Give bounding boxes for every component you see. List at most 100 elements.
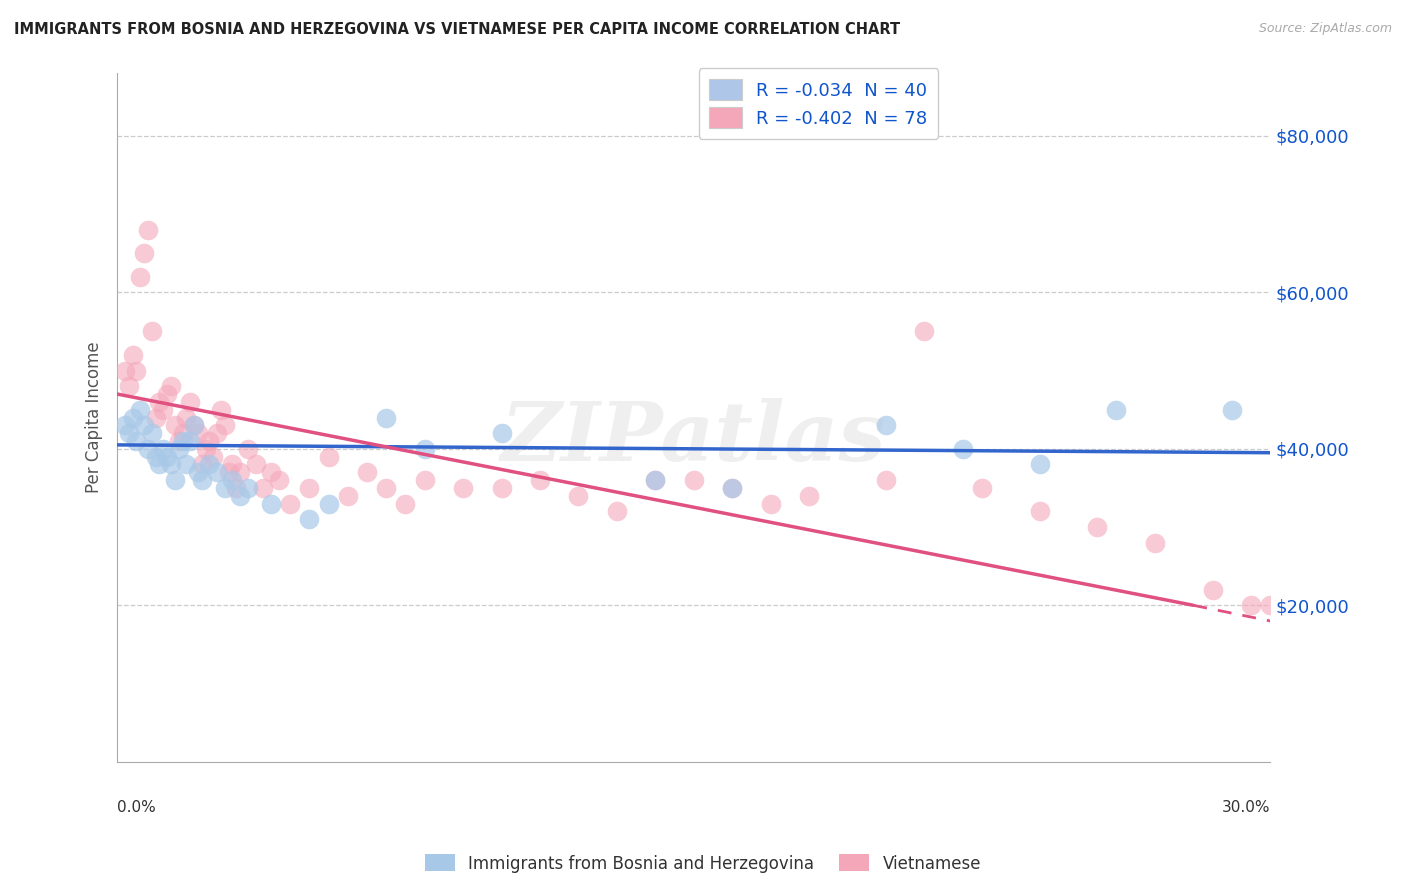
Point [172,426,194,441]
Point [875,418,897,433]
Point [298,512,321,526]
Point [260,465,283,479]
Point [141,426,163,441]
Point [129,269,152,284]
Point [125,363,148,377]
Point [413,473,436,487]
Point [132,246,155,260]
Point [121,348,143,362]
Point [221,473,243,487]
Point [136,442,159,456]
Text: ZIPatlas: ZIPatlas [501,398,886,478]
Point [912,325,935,339]
Point [229,465,252,479]
Point [1240,599,1263,613]
Point [952,442,974,456]
Point [394,497,416,511]
Point [136,223,159,237]
Point [187,426,209,441]
Point [1258,599,1281,613]
Point [156,387,179,401]
Point [318,450,340,464]
Point [194,442,217,456]
Point [529,473,551,487]
Point [1336,599,1358,613]
Point [1201,582,1223,597]
Point [318,497,340,511]
Point [114,418,136,433]
Point [152,442,174,456]
Point [797,489,820,503]
Point [129,402,152,417]
Point [179,395,201,409]
Point [148,395,170,409]
Point [160,379,183,393]
Point [125,434,148,448]
Point [190,473,212,487]
Point [114,363,136,377]
Point [1085,520,1108,534]
Text: Source: ZipAtlas.com: Source: ZipAtlas.com [1258,22,1392,36]
Point [236,481,259,495]
Legend: R = -0.034  N = 40, R = -0.402  N = 78: R = -0.034 N = 40, R = -0.402 N = 78 [699,69,938,139]
Point [176,458,198,472]
Legend: Immigrants from Bosnia and Herzegovina, Vietnamese: Immigrants from Bosnia and Herzegovina, … [418,847,988,880]
Point [336,489,359,503]
Point [202,450,225,464]
Point [375,481,398,495]
Point [1298,606,1320,620]
Point [875,473,897,487]
Point [451,481,474,495]
Text: 30.0%: 30.0% [1222,799,1270,814]
Point [1374,591,1396,605]
Point [190,458,212,472]
Point [759,497,782,511]
Point [413,442,436,456]
Point [118,379,141,393]
Point [132,418,155,433]
Point [148,458,170,472]
Point [218,465,240,479]
Point [118,426,141,441]
Point [198,434,221,448]
Point [167,434,190,448]
Point [567,489,589,503]
Point [267,473,290,487]
Point [1220,402,1243,417]
Point [236,442,259,456]
Point [205,465,228,479]
Point [491,481,513,495]
Point [183,418,205,433]
Point [225,481,247,495]
Point [1143,535,1166,549]
Point [1028,504,1050,518]
Point [252,481,274,495]
Point [167,442,190,456]
Point [160,458,183,472]
Point [152,402,174,417]
Point [214,481,236,495]
Point [221,458,243,472]
Text: 0.0%: 0.0% [117,799,156,814]
Point [183,418,205,433]
Point [172,434,194,448]
Point [606,504,628,518]
Point [163,418,186,433]
Point [260,497,283,511]
Point [644,473,666,487]
Point [721,481,744,495]
Point [179,434,201,448]
Point [491,426,513,441]
Point [375,410,398,425]
Text: IMMIGRANTS FROM BOSNIA AND HERZEGOVINA VS VIETNAMESE PER CAPITA INCOME CORRELATI: IMMIGRANTS FROM BOSNIA AND HERZEGOVINA V… [14,22,900,37]
Point [356,465,378,479]
Point [121,410,143,425]
Point [209,402,232,417]
Point [682,473,704,487]
Point [145,410,167,425]
Point [163,473,186,487]
Point [298,481,321,495]
Point [970,481,993,495]
Point [245,458,267,472]
Y-axis label: Per Capita Income: Per Capita Income [86,342,103,493]
